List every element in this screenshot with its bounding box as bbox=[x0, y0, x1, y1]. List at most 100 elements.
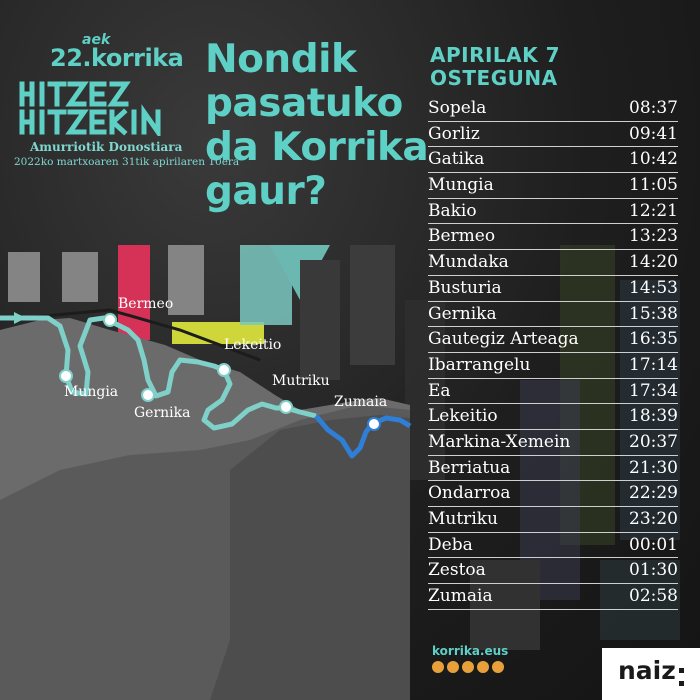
schedule-row: Lekeitio 18:39 bbox=[428, 404, 678, 430]
facebook-icon[interactable] bbox=[447, 661, 459, 673]
arrival-time: 02:58 bbox=[629, 586, 678, 607]
tagline: Amurriotik Donostiara bbox=[30, 140, 183, 154]
route-arrow bbox=[14, 312, 26, 324]
place-name: Bermeo bbox=[428, 226, 496, 247]
arrival-time: 18:39 bbox=[629, 406, 678, 427]
place-name: Berriatua bbox=[428, 457, 511, 478]
map-label-lekeitio: Lekeitio bbox=[224, 337, 282, 353]
schedule-row: Sopela 08:37 bbox=[428, 96, 678, 122]
place-name: Busturia bbox=[428, 277, 502, 298]
place-name: Ibarrangelu bbox=[428, 354, 531, 375]
dates-text: 2022ko martxoaren 31tik apirilaren 10era bbox=[14, 156, 240, 168]
naiz-logo: naiz bbox=[602, 648, 700, 700]
place-name: Zumaia bbox=[428, 586, 493, 607]
arrival-time: 11:05 bbox=[629, 175, 678, 196]
arrival-time: 20:37 bbox=[629, 431, 678, 452]
schedule-row: Mundaka 14:20 bbox=[428, 250, 678, 276]
arrival-time: 01:30 bbox=[629, 560, 678, 581]
naiz-colon-dot-top bbox=[679, 668, 684, 673]
map-label-zumaia: Zumaia bbox=[334, 394, 388, 410]
stop-lekeitio bbox=[217, 363, 231, 377]
map-label-gernika: Gernika bbox=[134, 405, 191, 421]
schedule-row: Berriatua 21:30 bbox=[428, 456, 678, 482]
arrival-time: 08:37 bbox=[629, 98, 678, 118]
korrika-title: 22.korrika bbox=[50, 44, 184, 72]
place-name: Deba bbox=[428, 534, 473, 555]
place-name: Bakio bbox=[428, 200, 477, 221]
route-line-blue bbox=[314, 414, 412, 459]
stop-mutriku bbox=[279, 400, 293, 414]
map-label-mungia: Mungia bbox=[64, 384, 119, 400]
stop-mungia bbox=[59, 369, 73, 383]
day-weekday: OSTEGUNA bbox=[430, 66, 558, 90]
twitter-icon[interactable] bbox=[462, 661, 474, 673]
place-name: Mutriku bbox=[428, 509, 499, 529]
naiz-brand: naiz bbox=[618, 656, 676, 685]
arrival-time: 09:41 bbox=[629, 123, 678, 144]
naiz-colon-dot-bottom bbox=[679, 681, 684, 686]
arrival-time: 22:29 bbox=[629, 483, 678, 504]
map-label-bermeo: Bermeo bbox=[118, 296, 174, 312]
place-name: Gautegiz Arteaga bbox=[428, 329, 579, 350]
decorative-letters bbox=[8, 245, 680, 650]
stop-bermeo bbox=[103, 313, 117, 327]
place-name: Lekeitio bbox=[428, 406, 498, 427]
schedule-table: Sopela 08:37 Gorliz 09:41 Gatika 10:42 Mungia 1… bbox=[428, 96, 678, 610]
schedule-row: Ea 17:34 bbox=[428, 379, 678, 405]
map-label-mutriku: Mutriku bbox=[272, 373, 330, 389]
arrival-time: 23:20 bbox=[629, 509, 678, 529]
arrival-time: 10:42 bbox=[629, 149, 678, 170]
place-name: Mundaka bbox=[428, 252, 509, 273]
place-name: Mungia bbox=[428, 175, 494, 196]
instagram-icon[interactable] bbox=[477, 661, 489, 673]
stop-gernika bbox=[141, 388, 155, 402]
youtube-icon[interactable] bbox=[432, 661, 444, 673]
place-name: Markina-Xemein bbox=[428, 431, 571, 452]
day-header: APIRILAK 7 OSTEGUNA bbox=[430, 44, 560, 90]
schedule-row: Gatika 10:42 bbox=[428, 147, 678, 174]
place-name: Zestoa bbox=[428, 560, 486, 581]
schedule-row: Gautegiz Arteaga 16:35 bbox=[428, 327, 678, 353]
arrival-time: 15:38 bbox=[629, 303, 678, 324]
schedule-row: Markina-Xemein 20:37 bbox=[428, 430, 678, 456]
schedule-row: Busturia 14:53 bbox=[428, 276, 678, 302]
schedule-row: Gernika 15:38 bbox=[428, 302, 678, 328]
schedule-row: Gorliz 09:41 bbox=[428, 122, 678, 148]
schedule-row: Deba 00:01 bbox=[428, 533, 678, 559]
website-link[interactable]: korrika.eus bbox=[432, 644, 509, 658]
headline-line-4: gaur? bbox=[205, 169, 327, 214]
schedule-row: Mutriku 23:20 bbox=[428, 507, 678, 533]
day-date: APIRILAK 7 bbox=[430, 43, 561, 67]
schedule-row: Bakio 12:21 bbox=[428, 199, 678, 225]
schedule-row: Ondarroa 22:29 bbox=[428, 481, 678, 507]
headline-line-1: Nondik bbox=[205, 37, 357, 82]
arrival-time: 14:53 bbox=[629, 277, 678, 298]
schedule-row: Zestoa 01:30 bbox=[428, 558, 678, 585]
land-east bbox=[210, 415, 410, 700]
place-name: Sopela bbox=[428, 98, 487, 118]
arrival-time: 17:14 bbox=[629, 354, 678, 375]
arrival-time: 14:20 bbox=[629, 252, 678, 273]
headline-line-2: pasatuko bbox=[205, 81, 403, 126]
headline-question: Nondik pasatuko da Korrika gaur? bbox=[205, 37, 429, 214]
arrival-time: 21:30 bbox=[629, 457, 678, 478]
place-name: Gatika bbox=[428, 149, 485, 170]
aek-label: aek bbox=[82, 32, 111, 48]
hitzez-hitzekin-logo bbox=[19, 81, 161, 136]
arrival-time: 00:01 bbox=[629, 534, 678, 555]
place-name: Ea bbox=[428, 380, 451, 401]
route-line-teal bbox=[0, 315, 317, 431]
place-name: Ondarroa bbox=[428, 483, 511, 504]
stop-zumaia bbox=[367, 417, 381, 431]
social-icons bbox=[432, 661, 504, 673]
telegram-icon[interactable] bbox=[492, 661, 504, 673]
schedule-row: Bermeo 13:23 bbox=[428, 224, 678, 251]
arrival-time: 17:34 bbox=[629, 380, 678, 401]
arrival-time: 13:23 bbox=[629, 226, 678, 247]
arrival-time: 12:21 bbox=[629, 200, 678, 221]
schedule-row: Zumaia 02:58 bbox=[428, 584, 678, 610]
schedule-row: Mungia 11:05 bbox=[428, 173, 678, 199]
schedule-row: Ibarrangelu 17:14 bbox=[428, 353, 678, 379]
